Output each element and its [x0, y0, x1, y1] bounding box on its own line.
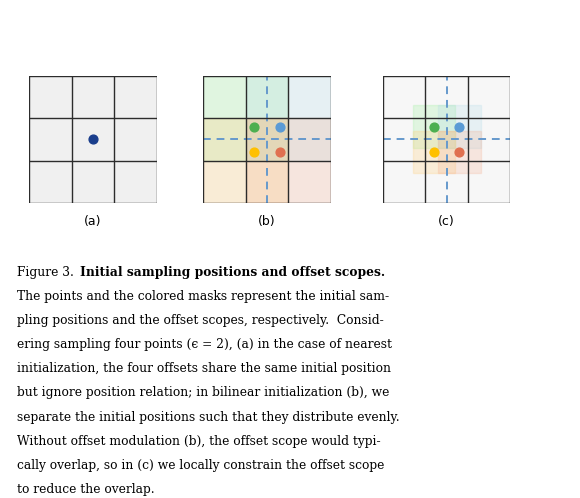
Text: but ignore position relation; in bilinear initialization (b), we: but ignore position relation; in bilinea… — [17, 386, 390, 399]
Bar — [203, 76, 288, 161]
Point — [249, 123, 259, 130]
Point — [88, 135, 97, 143]
Text: cally overlap, so in (c) we locally constrain the offset scope: cally overlap, so in (c) we locally cons… — [17, 459, 385, 472]
Point — [249, 148, 259, 156]
Text: separate the initial positions such that they distribute evenly.: separate the initial positions such that… — [17, 410, 400, 424]
Point — [275, 148, 284, 156]
Text: pling positions and the offset scopes, respectively.  Consid-: pling positions and the offset scopes, r… — [17, 314, 384, 327]
Bar — [245, 118, 331, 203]
Text: (c): (c) — [438, 215, 455, 228]
Text: initialization, the four offsets share the same initial position: initialization, the four offsets share t… — [17, 363, 392, 375]
Text: Figure 3.: Figure 3. — [17, 266, 74, 279]
Bar — [438, 131, 481, 173]
Text: Initial sampling positions and offset scopes.: Initial sampling positions and offset sc… — [80, 266, 385, 279]
Text: The points and the colored masks represent the initial sam-: The points and the colored masks represe… — [17, 290, 390, 303]
Bar — [203, 118, 288, 203]
Bar — [412, 106, 455, 148]
Text: Without offset modulation (b), the offset scope would typi-: Without offset modulation (b), the offse… — [17, 435, 381, 448]
Bar — [438, 106, 481, 148]
Text: ering sampling four points (ϵ = 2), (a) in the case of nearest: ering sampling four points (ϵ = 2), (a) … — [17, 339, 393, 352]
Point — [275, 123, 284, 130]
Text: (b): (b) — [258, 215, 276, 228]
Point — [429, 148, 438, 156]
Point — [455, 148, 464, 156]
Point — [429, 123, 438, 130]
Text: to reduce the overlap.: to reduce the overlap. — [17, 483, 155, 496]
Bar — [245, 76, 331, 161]
Bar — [412, 131, 455, 173]
Text: (a): (a) — [84, 215, 102, 228]
Point — [455, 123, 464, 130]
